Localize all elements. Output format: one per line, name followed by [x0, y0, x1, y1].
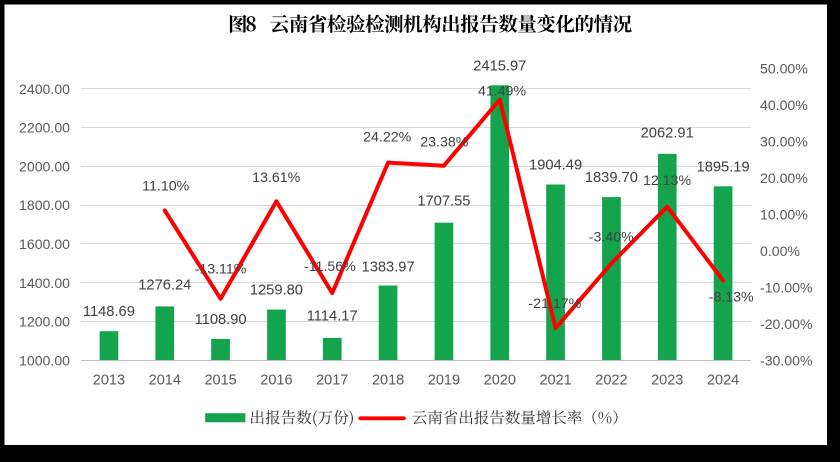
svg-text:2015: 2015: [204, 372, 236, 388]
svg-text:24.22%: 24.22%: [363, 129, 412, 145]
svg-text:-21.17%: -21.17%: [528, 296, 581, 312]
svg-text:2024: 2024: [707, 372, 739, 388]
svg-text:-30.00%: -30.00%: [760, 353, 813, 369]
svg-text:1707.55: 1707.55: [417, 193, 470, 209]
svg-text:2020: 2020: [484, 372, 516, 388]
svg-text:2021: 2021: [539, 372, 571, 388]
svg-text:1895.19: 1895.19: [697, 160, 750, 176]
svg-text:-3.40%: -3.40%: [589, 230, 634, 246]
svg-text:2019: 2019: [428, 372, 460, 388]
svg-text:2415.97: 2415.97: [473, 59, 526, 75]
svg-text:2018: 2018: [372, 372, 404, 388]
svg-text:2062.91: 2062.91: [641, 126, 694, 142]
svg-text:2000.00: 2000.00: [19, 158, 70, 174]
svg-text:1904.49: 1904.49: [529, 157, 582, 173]
svg-text:1108.90: 1108.90: [195, 312, 247, 328]
svg-text:1276.24: 1276.24: [138, 278, 191, 294]
svg-text:13.61%: 13.61%: [252, 170, 301, 186]
svg-text:11.10%: 11.10%: [142, 178, 189, 194]
svg-text:1200.00: 1200.00: [19, 314, 70, 330]
svg-text:1000.00: 1000.00: [19, 352, 70, 368]
svg-text:1800.00: 1800.00: [19, 197, 70, 213]
svg-text:1148.69: 1148.69: [83, 304, 135, 320]
svg-text:1114.17: 1114.17: [307, 309, 358, 325]
svg-text:50.00%: 50.00%: [760, 61, 808, 77]
svg-text:2016: 2016: [260, 372, 292, 388]
svg-text:2013: 2013: [93, 372, 125, 388]
svg-text:40.00%: 40.00%: [760, 97, 808, 113]
svg-text:41.49%: 41.49%: [478, 83, 527, 99]
svg-text:1383.97: 1383.97: [362, 259, 415, 275]
svg-text:1600.00: 1600.00: [19, 236, 70, 252]
svg-text:-10.00%: -10.00%: [760, 280, 813, 296]
svg-text:2022: 2022: [595, 372, 627, 388]
svg-text:-20.00%: -20.00%: [760, 316, 813, 332]
svg-text:1400.00: 1400.00: [19, 275, 70, 291]
svg-text:1259.80: 1259.80: [250, 282, 303, 298]
svg-text:-11.56%: -11.56%: [304, 259, 356, 275]
svg-text:10.00%: 10.00%: [760, 207, 808, 223]
svg-text:2200.00: 2200.00: [19, 120, 70, 136]
svg-text:12.13%: 12.13%: [643, 173, 692, 189]
svg-text:30.00%: 30.00%: [760, 134, 808, 150]
svg-text:23.38%: 23.38%: [420, 134, 469, 150]
svg-text:-13.11%: -13.11%: [195, 262, 247, 278]
svg-text:2014: 2014: [149, 372, 181, 388]
svg-text:1839.70: 1839.70: [585, 170, 638, 186]
svg-text:-8.13%: -8.13%: [709, 289, 754, 305]
svg-text:0.00%: 0.00%: [760, 243, 800, 259]
svg-text:2023: 2023: [651, 372, 683, 388]
svg-text:20.00%: 20.00%: [760, 170, 808, 186]
svg-text:2400.00: 2400.00: [19, 81, 70, 97]
svg-text:2017: 2017: [316, 372, 348, 388]
